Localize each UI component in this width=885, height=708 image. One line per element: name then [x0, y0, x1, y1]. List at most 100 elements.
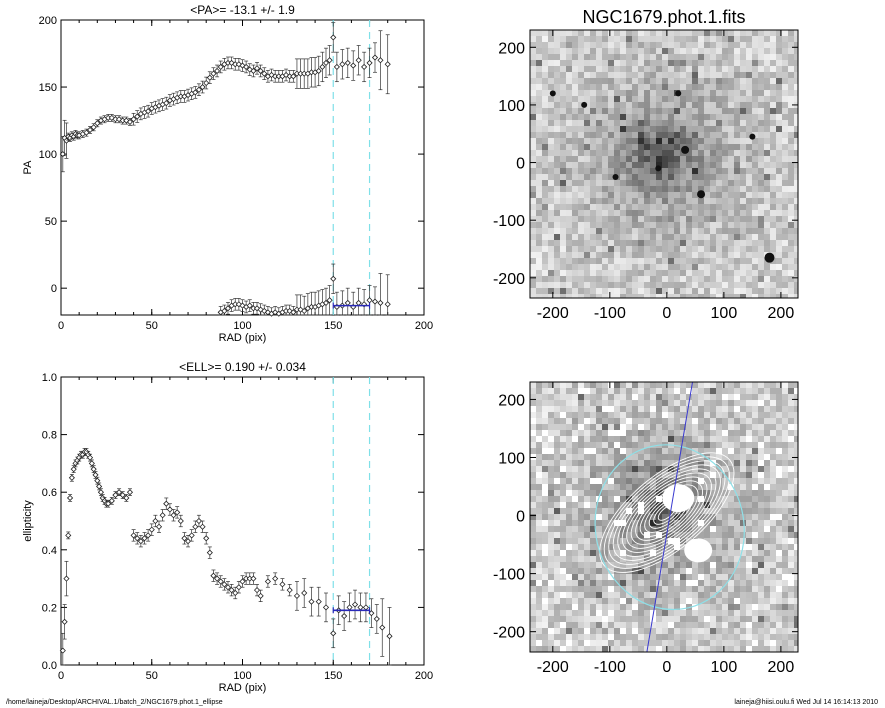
image-pixel — [794, 138, 798, 144]
image-pixel — [542, 556, 548, 562]
image-pixel — [620, 526, 626, 532]
image-pixel — [626, 174, 632, 180]
image-pixel — [674, 550, 680, 556]
image-pixel — [788, 186, 794, 192]
image-pixel — [764, 144, 770, 150]
image-pixel — [782, 198, 788, 204]
image-pixel — [614, 246, 620, 252]
image-pixel — [626, 114, 632, 120]
image-pixel — [596, 240, 602, 246]
data-point — [119, 492, 126, 499]
image-pixel — [692, 276, 698, 282]
image-pixel — [530, 550, 536, 556]
image-pixel — [608, 174, 614, 180]
image-pixel — [722, 436, 728, 442]
image-pixel — [536, 412, 542, 418]
image-pixel — [680, 252, 686, 258]
image-pixel — [650, 526, 656, 532]
image-pixel — [644, 78, 650, 84]
image-pixel — [566, 400, 572, 406]
image-pixel — [686, 258, 692, 264]
image-pixel — [764, 192, 770, 198]
image-pixel — [728, 556, 734, 562]
image-pixel — [788, 60, 794, 66]
image-pixel — [764, 114, 770, 120]
image-pixel — [710, 246, 716, 252]
image-pixel — [734, 466, 740, 472]
image-pixel — [632, 288, 638, 294]
image-pixel — [644, 138, 650, 144]
image-pixel — [632, 114, 638, 120]
image-pixel — [716, 412, 722, 418]
image-pixel — [554, 574, 560, 580]
image-pixel — [674, 400, 680, 406]
image-pixel — [638, 394, 644, 400]
image-pixel — [782, 108, 788, 114]
image-pixel — [686, 532, 692, 538]
image-pixel — [794, 472, 798, 478]
image-pixel — [614, 30, 620, 36]
image-pixel — [776, 502, 782, 508]
image-pixel — [722, 562, 728, 568]
image-pixel — [788, 550, 794, 556]
image-pixel — [578, 418, 584, 424]
image-pixel — [650, 586, 656, 592]
image-pixel — [764, 78, 770, 84]
image-pixel — [530, 628, 536, 634]
data-point — [221, 307, 228, 315]
image-pixel — [662, 42, 668, 48]
image-pixel — [554, 234, 560, 240]
image-pixel — [554, 478, 560, 484]
image-pixel — [770, 246, 776, 252]
image-pixel — [782, 604, 788, 610]
image-pixel — [782, 222, 788, 228]
image-pixel — [590, 96, 596, 102]
image-pixel — [584, 264, 590, 270]
image-pixel — [770, 180, 776, 186]
image-pixel — [794, 30, 798, 36]
image-pixel — [764, 174, 770, 180]
image-pixel — [632, 156, 638, 162]
image-pixel — [596, 592, 602, 598]
image-pixel — [596, 502, 602, 508]
image-pixel — [638, 204, 644, 210]
image-pixel — [650, 198, 656, 204]
image-pixel — [704, 270, 710, 276]
image-pixel — [542, 54, 548, 60]
image-pixel — [758, 388, 764, 394]
image-pixel — [686, 264, 692, 270]
image-pixel — [740, 388, 746, 394]
image-pixel — [536, 562, 542, 568]
image-pixel — [626, 580, 632, 586]
image-pixel — [668, 114, 674, 120]
image-pixel — [560, 222, 566, 228]
image-pixel — [626, 436, 632, 442]
image-pixel — [584, 574, 590, 580]
image-pixel — [548, 204, 554, 210]
image-pixel — [548, 526, 554, 532]
image-pixel — [542, 228, 548, 234]
image-pixel — [572, 406, 578, 412]
image-pixel — [650, 394, 656, 400]
image-pixel — [746, 138, 752, 144]
image-pixel — [704, 562, 710, 568]
image-pixel — [566, 508, 572, 514]
image-pixel — [758, 270, 764, 276]
image-pixel — [734, 186, 740, 192]
y-tick-label: 1.0 — [42, 372, 57, 384]
image-pixel — [722, 388, 728, 394]
image-pixel — [752, 258, 758, 264]
image-pixel — [530, 204, 536, 210]
image-pixel — [668, 198, 674, 204]
image-pixel — [722, 42, 728, 48]
image-pixel — [764, 66, 770, 72]
image-pixel — [662, 562, 668, 568]
image-pixel — [662, 222, 668, 228]
image-pixel — [554, 496, 560, 502]
image-pixel — [554, 586, 560, 592]
image-pixel — [710, 198, 716, 204]
image-pixel — [596, 42, 602, 48]
image-pixel — [746, 622, 752, 628]
image-pixel — [584, 150, 590, 156]
image-pixel — [710, 288, 716, 294]
